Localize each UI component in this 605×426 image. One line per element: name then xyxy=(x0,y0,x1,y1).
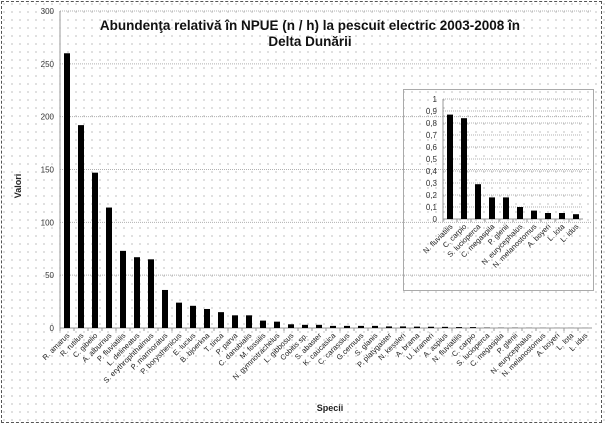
inset-y-tick-label: 0,9 xyxy=(426,107,438,116)
inset-y-tick-label: 0,1 xyxy=(426,203,438,212)
main-bar xyxy=(372,325,378,328)
main-bar xyxy=(232,315,238,328)
main-y-tick-label: 300 xyxy=(41,7,55,16)
inset-y-tick-label: 0,6 xyxy=(426,143,438,152)
main-bar xyxy=(134,257,140,328)
main-bar xyxy=(456,327,462,328)
main-bar xyxy=(302,324,308,328)
main-y-tick-label: 100 xyxy=(41,218,55,227)
main-bar xyxy=(148,259,154,328)
inset-y-tick-label: 0,4 xyxy=(426,167,438,176)
chart-title: Abundenţa relativă în NPUE (n / h) la pe… xyxy=(60,18,560,50)
main-y-tick-label: 50 xyxy=(45,271,54,280)
main-bar xyxy=(246,315,252,328)
main-bar xyxy=(120,250,126,328)
main-bar xyxy=(316,324,322,328)
inset-bar xyxy=(503,197,509,219)
main-bar xyxy=(470,327,476,328)
main-bar xyxy=(428,326,434,328)
main-bar xyxy=(78,125,84,329)
inset-bar xyxy=(545,213,551,219)
chart-title-line-2: Delta Dunării xyxy=(268,34,352,49)
main-bar xyxy=(176,302,182,328)
inset-y-tick-label: 0,8 xyxy=(426,119,438,128)
inset-chart-frame xyxy=(403,89,594,291)
inset-bar xyxy=(559,213,565,219)
inset-y-tick-label: 1 xyxy=(433,95,438,104)
main-y-tick-label: 250 xyxy=(41,60,55,69)
inset-bar xyxy=(461,118,467,219)
main-y-tick-label: 200 xyxy=(41,113,55,122)
main-bar xyxy=(344,325,350,328)
main-bar xyxy=(204,308,210,328)
main-bar xyxy=(92,172,98,328)
inset-y-tick-label: 0,5 xyxy=(426,155,438,164)
main-bar xyxy=(162,289,168,328)
inset-bar xyxy=(489,197,495,219)
main-bar xyxy=(414,326,420,328)
main-bar xyxy=(330,325,336,328)
main-y-tick-label: 0 xyxy=(50,324,55,333)
inset-y-tick-label: 0 xyxy=(433,215,438,224)
inset-y-tick-label: 0,3 xyxy=(426,179,438,188)
inset-y-tick-label: 0,7 xyxy=(426,131,438,140)
main-bar xyxy=(288,324,294,328)
main-bar xyxy=(64,53,70,329)
inset-bar xyxy=(531,210,537,219)
main-bar xyxy=(218,312,224,328)
main-bar xyxy=(106,207,112,328)
inset-bar xyxy=(573,214,579,219)
main-bar xyxy=(400,326,406,328)
main-bar xyxy=(358,325,364,328)
main-bar xyxy=(274,321,280,328)
main-bar xyxy=(442,326,448,328)
main-bar xyxy=(386,326,392,328)
chart-title-line-1: Abundenţa relativă în NPUE (n / h) la pe… xyxy=(99,18,521,33)
main-y-tick-label: 150 xyxy=(41,166,55,175)
inset-bar xyxy=(475,184,481,219)
inset-bar xyxy=(517,207,523,219)
inset-bar xyxy=(447,114,453,219)
main-bar xyxy=(260,320,266,328)
inset-y-tick-label: 0,2 xyxy=(426,191,438,200)
x-axis-title: Specii xyxy=(316,403,344,413)
main-bar xyxy=(190,305,196,328)
